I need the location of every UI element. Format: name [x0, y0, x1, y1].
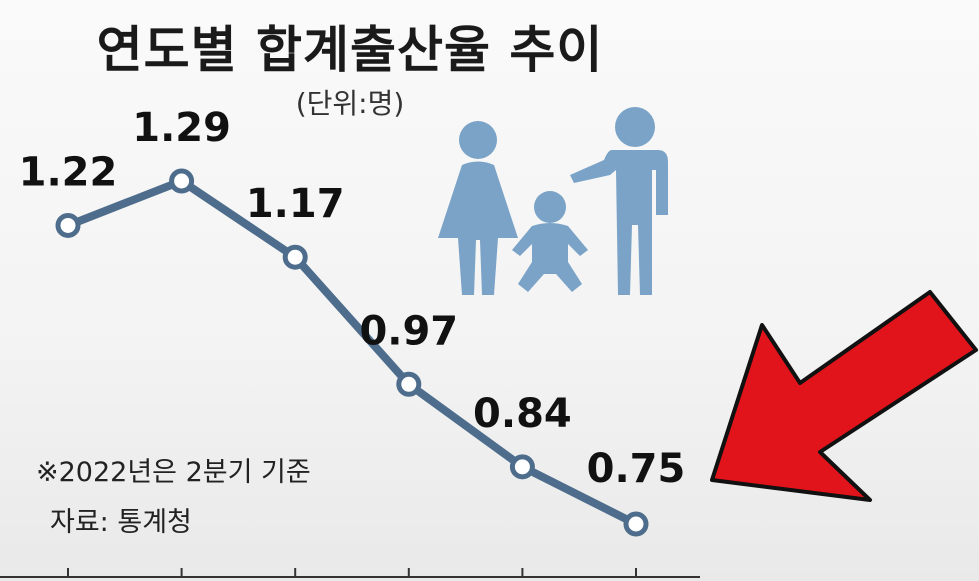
data-label: 0.75 [587, 446, 686, 492]
data-label: 0.84 [473, 391, 572, 437]
data-label: 1.22 [19, 149, 118, 195]
woman-icon [438, 121, 518, 295]
data-point [509, 454, 535, 480]
source-note: 자료: 통계청 [50, 507, 192, 538]
arrow-icon [710, 290, 978, 502]
data-point [169, 168, 195, 194]
data-point [282, 244, 308, 270]
man-icon [570, 107, 668, 295]
series-line [64, 177, 640, 528]
chart-title: 연도별 합계출산율 추이 [96, 21, 604, 79]
data-point [623, 511, 649, 537]
data-point [55, 212, 81, 238]
data-point [396, 371, 422, 397]
data-label: 1.17 [246, 181, 345, 227]
data-label: 1.29 [132, 105, 231, 151]
data-label: 0.97 [359, 308, 458, 354]
baby-icon [512, 191, 588, 292]
unit-label: (단위:명) [295, 87, 405, 120]
footnote: ※2022년은 2분기 기준 [36, 457, 311, 488]
family-illustration [438, 107, 668, 295]
